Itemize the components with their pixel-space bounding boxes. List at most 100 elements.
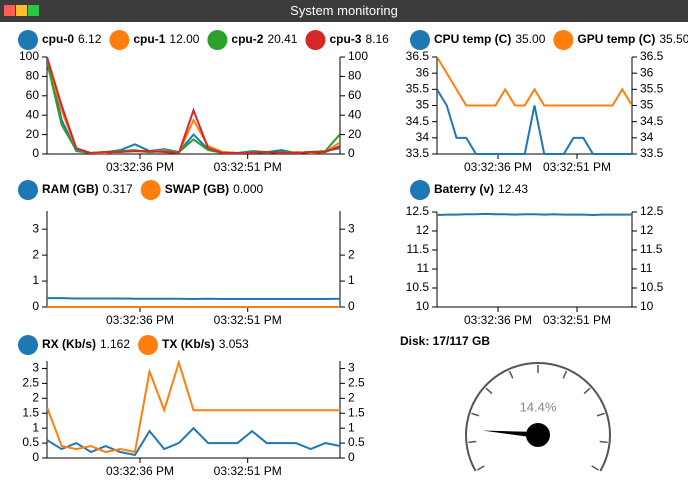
maximize-button[interactable] bbox=[28, 5, 39, 16]
series-line bbox=[437, 56, 632, 107]
gauge-tick bbox=[508, 370, 514, 379]
legend-value: 12.00 bbox=[169, 32, 199, 46]
legend-swatch bbox=[410, 30, 430, 50]
y-tick-label: 35 bbox=[416, 98, 430, 112]
y2-tick-label: 0 bbox=[348, 146, 355, 160]
y2-tick-label: 1 bbox=[348, 420, 355, 434]
y2-tick-label: 1.5 bbox=[348, 405, 365, 419]
y2-tick-label: 11 bbox=[640, 261, 653, 275]
legend-value: 35.50 bbox=[659, 32, 688, 46]
x-tick-label: 03:32:36 PM bbox=[106, 313, 174, 327]
legend-name: Baterry (v) bbox=[434, 182, 494, 196]
y-tick-label: 20 bbox=[26, 127, 40, 141]
y-tick-label: 1.5 bbox=[22, 405, 39, 419]
y-tick-label: 2 bbox=[32, 247, 39, 261]
gauge-tick bbox=[591, 465, 599, 471]
x-tick-label: 03:32:51 PM bbox=[214, 313, 282, 327]
y-tick-label: 36.5 bbox=[406, 49, 430, 63]
x-tick-label: 03:32:36 PM bbox=[464, 160, 532, 174]
y2-tick-label: 40 bbox=[348, 107, 362, 121]
y2-tick-label: 35.5 bbox=[640, 82, 664, 96]
gauge-tick bbox=[599, 440, 608, 444]
series-line bbox=[47, 360, 340, 454]
x-tick-label: 03:32:51 PM bbox=[543, 313, 611, 327]
y2-tick-label: 12 bbox=[640, 223, 654, 237]
gauge-tick bbox=[596, 412, 605, 417]
y2-tick-label: 10.5 bbox=[640, 280, 664, 294]
legend-value: 20.41 bbox=[267, 32, 297, 46]
series-line bbox=[437, 88, 632, 155]
y2-tick-label: 36.5 bbox=[640, 49, 664, 63]
legend-name: cpu-1 bbox=[133, 32, 165, 46]
y-tick-label: 12.5 bbox=[406, 204, 430, 218]
y2-tick-label: 60 bbox=[348, 88, 362, 102]
legend-swatch bbox=[18, 30, 38, 50]
gauge-tick bbox=[583, 387, 591, 395]
legend-value: 8.16 bbox=[365, 32, 389, 46]
legend-name: GPU temp (C) bbox=[577, 32, 655, 46]
legend-value: 6.12 bbox=[78, 32, 102, 46]
y-tick-label: 11.5 bbox=[407, 242, 430, 256]
y2-tick-label: 34 bbox=[640, 130, 654, 144]
y-tick-label: 35.5 bbox=[406, 82, 430, 96]
close-button[interactable] bbox=[4, 5, 15, 16]
legend-swatch bbox=[305, 30, 326, 50]
y-tick-label: 1 bbox=[32, 420, 39, 434]
x-tick-label: 03:32:36 PM bbox=[106, 160, 174, 174]
x-tick-label: 03:32:51 PM bbox=[214, 464, 282, 478]
y-tick-label: 11 bbox=[417, 261, 430, 275]
gauge-tick bbox=[477, 465, 485, 471]
y-tick-label: 10 bbox=[416, 299, 430, 313]
y2-tick-label: 2 bbox=[348, 390, 355, 404]
legend-name: cpu-3 bbox=[329, 32, 361, 46]
y2-tick-label: 0 bbox=[348, 450, 355, 464]
legend-name: RAM (GB) bbox=[42, 182, 99, 196]
gauge-tick bbox=[471, 412, 480, 417]
legend-swatch bbox=[553, 30, 574, 50]
legend-swatch bbox=[410, 180, 430, 200]
window-title: System monitoring bbox=[290, 3, 398, 18]
disk-label: Disk: 17/117 GB bbox=[400, 334, 490, 348]
y-tick-label: 2.5 bbox=[22, 376, 39, 390]
y2-tick-label: 2.5 bbox=[348, 376, 365, 390]
legend-value: 12.43 bbox=[498, 182, 528, 196]
x-tick-label: 03:32:36 PM bbox=[464, 313, 532, 327]
series-line bbox=[47, 61, 340, 155]
x-tick-label: 03:32:36 PM bbox=[106, 464, 174, 478]
y-tick-label: 34 bbox=[416, 130, 430, 144]
y-tick-label: 0 bbox=[32, 299, 39, 313]
y2-tick-label: 3 bbox=[348, 361, 355, 375]
legend-swatch bbox=[207, 30, 228, 50]
y2-tick-label: 80 bbox=[348, 69, 362, 83]
gauge-hub bbox=[526, 423, 550, 447]
y2-tick-label: 1 bbox=[348, 273, 355, 287]
legend-value: 1.162 bbox=[100, 337, 130, 351]
y-tick-label: 34.5 bbox=[406, 114, 430, 128]
legend-value: 0.000 bbox=[233, 182, 263, 196]
y-tick-label: 33.5 bbox=[406, 146, 430, 160]
series-line bbox=[437, 212, 632, 217]
legend-value: 35.00 bbox=[515, 32, 545, 46]
legend-name: CPU temp (C) bbox=[434, 32, 511, 46]
minimize-button[interactable] bbox=[16, 5, 27, 16]
y2-tick-label: 34.5 bbox=[640, 114, 664, 128]
y-tick-label: 80 bbox=[26, 69, 40, 83]
legend-name: TX (Kb/s) bbox=[162, 337, 215, 351]
legend-name: cpu-2 bbox=[231, 32, 263, 46]
y-tick-label: 0 bbox=[32, 146, 39, 160]
y-tick-label: 0.5 bbox=[22, 435, 39, 449]
y2-tick-label: 36 bbox=[640, 65, 654, 79]
y-tick-label: 36 bbox=[416, 65, 430, 79]
gauge-needle bbox=[482, 430, 539, 438]
gauge-tick bbox=[485, 387, 493, 395]
legend-name: cpu-0 bbox=[42, 32, 74, 46]
title-bar: System monitoring bbox=[0, 0, 688, 22]
x-tick-label: 03:32:51 PM bbox=[214, 160, 282, 174]
y2-tick-label: 0.5 bbox=[348, 435, 365, 449]
gauge-value: 14.4% bbox=[520, 399, 557, 414]
y2-tick-label: 33.5 bbox=[640, 146, 664, 160]
legend-value: 0.317 bbox=[103, 182, 133, 196]
legend-swatch bbox=[18, 180, 38, 200]
